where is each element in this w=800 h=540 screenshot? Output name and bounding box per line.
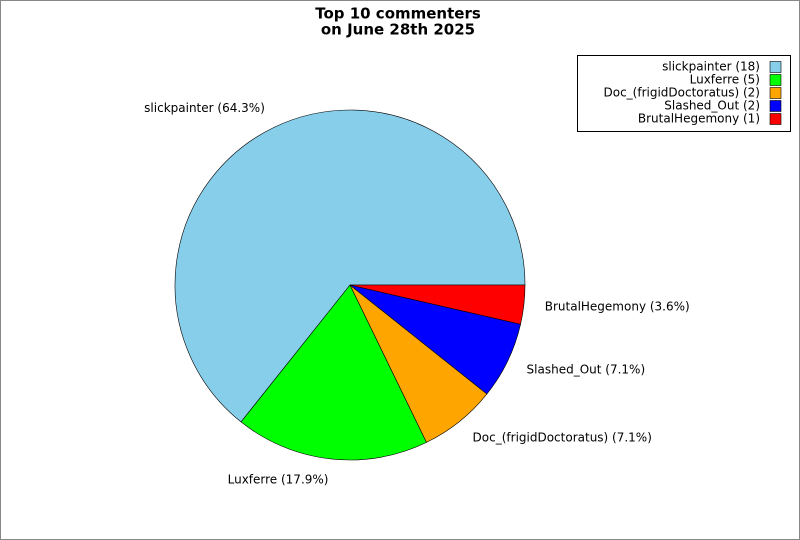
slice-label: Slashed_Out (7.1%) — [527, 363, 646, 377]
slice-label: Doc_(frigidDoctoratus) (7.1%) — [473, 430, 652, 444]
legend-swatch — [769, 74, 782, 86]
slice-label: BrutalHegemony (3.6%) — [545, 300, 690, 314]
slice-label: slickpainter (64.3%) — [144, 101, 265, 115]
legend-box — [577, 55, 791, 132]
legend-swatch — [769, 113, 782, 125]
legend-label: slickpainter (18) — [662, 60, 760, 74]
legend-swatch — [769, 61, 782, 73]
legend-swatch — [769, 100, 782, 112]
legend-label: Slashed_Out (2) — [664, 99, 760, 113]
legend-label: Luxferre (5) — [690, 73, 760, 87]
legend-swatch — [769, 87, 782, 99]
legend-label: Doc_(frigidDoctoratus) (2) — [604, 86, 761, 100]
chart-title: Top 10 commenters — [315, 5, 481, 23]
pie-slice — [349, 284, 526, 325]
legend-label: BrutalHegemony (1) — [638, 112, 760, 126]
pie-slice — [240, 284, 427, 461]
slice-label: Luxferre (17.9%) — [228, 472, 329, 486]
pie-slice — [174, 109, 526, 423]
chart-title: on June 28th 2025 — [321, 21, 475, 39]
